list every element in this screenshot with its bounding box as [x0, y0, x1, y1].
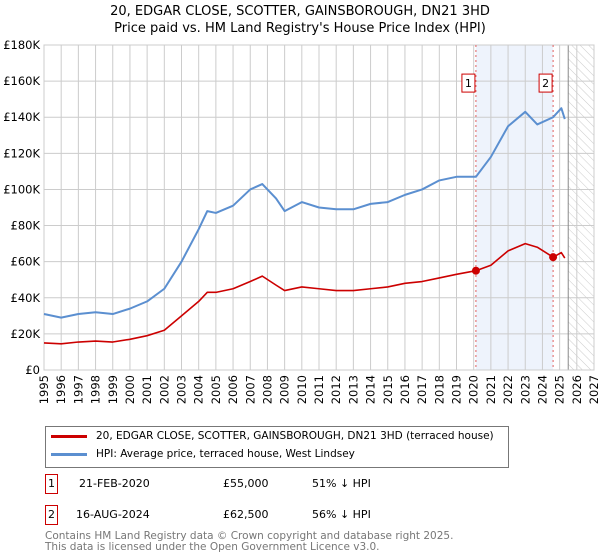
y-tick-label: £160K — [3, 74, 40, 88]
chart: 1995 1996 1997 1998 1999 2000 2001 2002 2003 2004… — [3, 38, 600, 404]
x-tick-label: 2015 — [381, 375, 395, 404]
x-tick-label: 2011 — [312, 375, 326, 404]
subtitle: Price paid vs. HM Land Registry's House … — [114, 21, 486, 36]
date: 21-FEB-2020 — [79, 477, 150, 490]
x-tick-label: 2005 — [209, 375, 223, 404]
x-tick-label: 2010 — [295, 375, 309, 404]
x-tick-label: 2017 — [415, 375, 429, 404]
y-tick-label: £40K — [11, 291, 41, 305]
y-tick-label: £120K — [3, 146, 40, 160]
sale-point — [471, 266, 480, 275]
hpi-line — [43, 107, 566, 319]
x-tick-label: 2008 — [260, 375, 274, 404]
price-paid-line — [43, 242, 566, 345]
sale-label-box — [461, 73, 476, 93]
x-tick-label: 2024 — [535, 375, 549, 404]
x-tick-label: 2002 — [157, 375, 171, 404]
chart-title: 20, EDGAR CLOSE, SCOTTER, GAINSBOROUGH, … — [0, 3, 600, 37]
price: £62,500 — [223, 508, 269, 521]
y-tick-label: £80K — [11, 219, 41, 233]
marker-badge: 2 — [45, 505, 58, 525]
footer-line2: This data is licensed under the Open Gov… — [45, 541, 380, 553]
footer-line1: Contains HM Land Registry data © Crown c… — [45, 530, 454, 542]
x-tick-label: 2000 — [123, 375, 137, 404]
x-tick-label: 2006 — [226, 375, 240, 404]
x-tick-label: 2021 — [484, 375, 498, 404]
date: 16-AUG-2024 — [76, 508, 150, 521]
y-tick-label: £60K — [11, 255, 41, 269]
x-tick-label: 2014 — [364, 375, 378, 404]
transaction-row: 1 21-FEB-2020 £55,000 51% ↓ HPI — [45, 474, 445, 494]
x-tick-label: 2020 — [467, 375, 481, 404]
y-tick-label: £180K — [3, 38, 40, 52]
y-tick-label: £100K — [3, 182, 40, 196]
hpi-diff: 51% ↓ HPI — [312, 477, 371, 490]
y-tick-label: £140K — [3, 110, 40, 124]
x-tick-label: 1996 — [54, 375, 68, 404]
sale-label-box — [538, 73, 553, 93]
x-tick-label: 1995 — [37, 375, 51, 404]
hpi-diff: 56% ↓ HPI — [312, 508, 371, 521]
sale-point — [549, 253, 558, 262]
sale-label: 1 — [465, 77, 472, 90]
sale-period-shade — [475, 45, 554, 370]
x-tick-label: 2026 — [570, 375, 584, 404]
x-tick-label: 2023 — [518, 375, 532, 404]
legend-blue-line — [51, 452, 87, 456]
legend-red-line — [51, 434, 87, 438]
forecast-hatch — [568, 45, 594, 370]
x-tick-label: 2013 — [346, 375, 360, 404]
sale-label: 2 — [542, 77, 549, 90]
x-tick-label: 2001 — [140, 375, 154, 404]
legend: 20, EDGAR CLOSE, SCOTTER, GAINSBOROUGH, … — [45, 426, 509, 468]
plot-frame — [43, 44, 595, 371]
x-tick-label: 2019 — [450, 375, 464, 404]
x-tick-label: 2003 — [175, 375, 189, 404]
x-tick-label: 1998 — [89, 375, 103, 404]
x-tick-label: 2016 — [398, 375, 412, 404]
title: 20, EDGAR CLOSE, SCOTTER, GAINSBOROUGH, … — [110, 4, 490, 19]
legend-property: 20, EDGAR CLOSE, SCOTTER, GAINSBOROUGH, … — [96, 430, 494, 442]
marker-badge: 1 — [45, 474, 58, 494]
transaction-row: 2 16-AUG-2024 £62,500 56% ↓ HPI — [45, 505, 445, 525]
x-tick-label: 2025 — [553, 375, 567, 404]
legend-hpi: HPI: Average price, terraced house, West… — [96, 448, 355, 460]
x-tick-label: 1999 — [106, 375, 120, 404]
x-tick-label: 2018 — [432, 375, 446, 404]
y-tick-label: £20K — [11, 327, 41, 341]
x-tick-label: 2009 — [278, 375, 292, 404]
footer: Contains HM Land Registry data © Crown c… — [45, 531, 453, 553]
y-tick-label: £0 — [25, 363, 40, 377]
x-tick-label: 2027 — [587, 375, 600, 404]
x-tick-label: 2022 — [501, 375, 515, 404]
x-tick-label: 2004 — [192, 375, 206, 404]
x-tick-label: 1997 — [71, 375, 85, 404]
x-tick-label: 2012 — [329, 375, 343, 404]
x-tick-label: 2007 — [243, 375, 257, 404]
price: £55,000 — [223, 477, 269, 490]
